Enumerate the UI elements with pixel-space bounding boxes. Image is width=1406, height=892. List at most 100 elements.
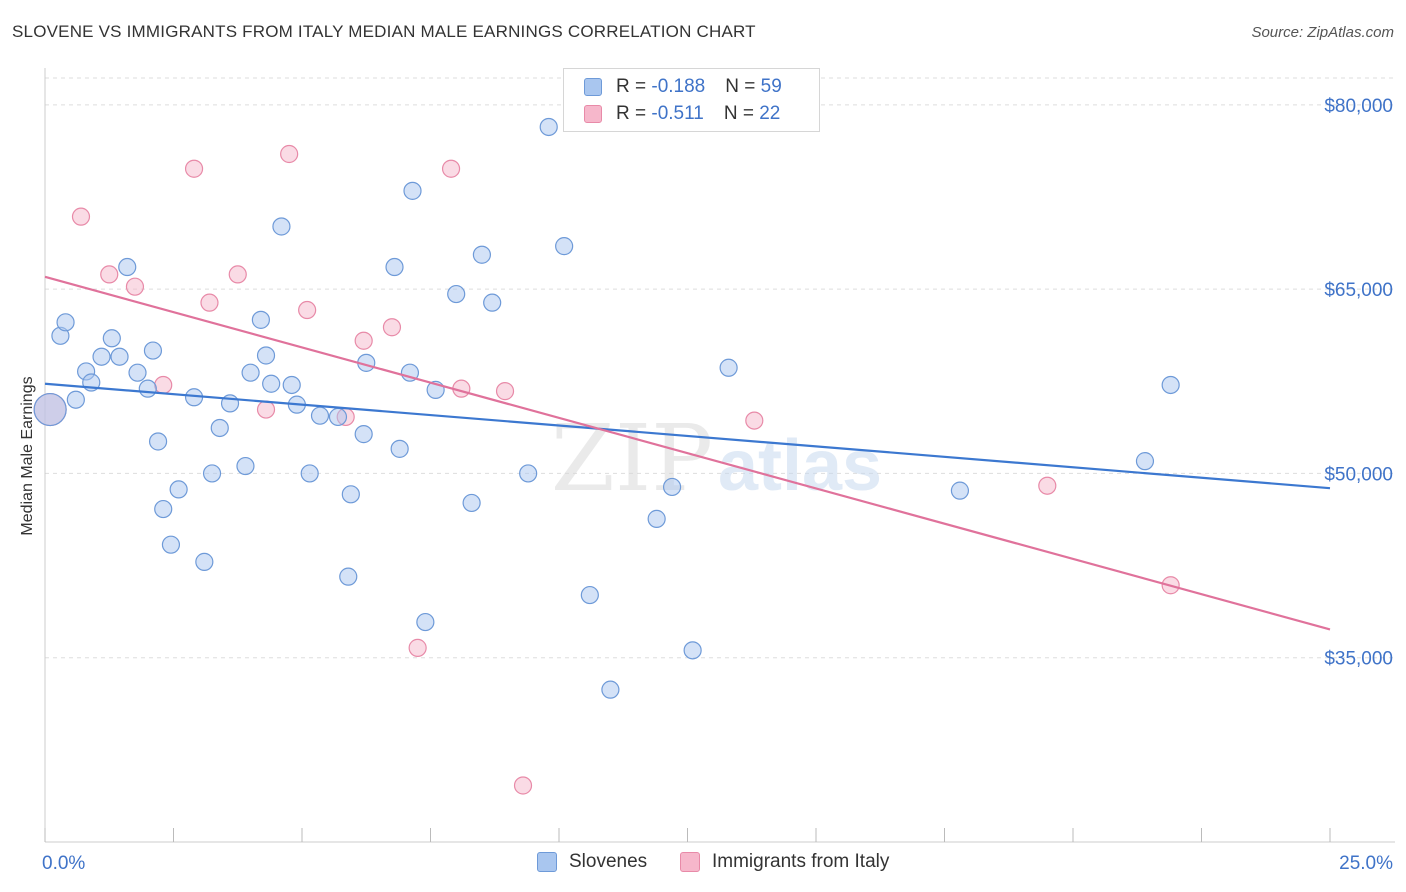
italy-point xyxy=(200,293,219,312)
slovenes-point xyxy=(339,567,358,586)
slovenes-point xyxy=(154,499,173,519)
italy-swatch xyxy=(584,105,602,123)
slovenes-point xyxy=(390,439,409,458)
x-tick-label: 0.0% xyxy=(42,853,85,874)
slovenes-point xyxy=(385,257,404,277)
italy-legend-label: Immigrants from Italy xyxy=(712,851,890,872)
italy-point xyxy=(100,265,119,284)
italy-point xyxy=(382,318,402,337)
italy-point xyxy=(228,265,247,284)
slovenes-point xyxy=(341,485,360,504)
chart-title: SLOVENE VS IMMIGRANTS FROM ITALY MEDIAN … xyxy=(12,22,756,41)
italy-point xyxy=(745,411,764,430)
slovenes-legend-swatch xyxy=(537,852,557,872)
slovenes-point xyxy=(462,493,481,513)
slovenes-point xyxy=(580,585,599,605)
r-label: R = xyxy=(616,76,652,97)
r-label: R = xyxy=(616,103,652,124)
n-label: N = xyxy=(725,76,761,97)
slovenes-point xyxy=(483,293,502,312)
slovenes-point xyxy=(66,390,85,409)
italy-point xyxy=(71,207,91,226)
axes xyxy=(44,68,1395,843)
legend-row-italy: R = -0.511 N = 22 xyxy=(584,101,780,127)
slovenes-point xyxy=(403,181,422,200)
italy-point xyxy=(154,375,173,395)
slovenes-point xyxy=(33,392,67,427)
slovenes-point xyxy=(241,363,260,382)
x-tick-label: 25.0% xyxy=(1339,853,1393,874)
slovenes-point xyxy=(555,237,574,256)
slovenes-point xyxy=(950,481,970,500)
slovenes-point xyxy=(195,552,214,571)
slovenes-point xyxy=(601,680,620,699)
data-points xyxy=(33,117,1180,795)
italy-point xyxy=(513,776,533,795)
italy-point xyxy=(256,400,276,419)
italy-legend-swatch xyxy=(680,852,700,872)
source-credit: Source: ZipAtlas.com xyxy=(1251,24,1394,41)
italy-point xyxy=(441,159,461,178)
slovenes-point xyxy=(148,432,168,451)
watermark-atlas: atlas xyxy=(718,426,882,506)
r-value: -0.511 xyxy=(651,103,704,124)
tick-labels: $35,000 $50,000 $65,000 $80,000 0.0% 25.0% xyxy=(42,96,1393,874)
trend-lines xyxy=(44,275,1331,631)
slovenes-point xyxy=(202,464,222,483)
slovenes-point xyxy=(128,363,147,382)
slovenes-point xyxy=(282,375,301,395)
italy-trend-line xyxy=(44,275,1331,631)
slovenes-point xyxy=(272,217,291,236)
italy-point xyxy=(1038,476,1057,495)
n-value: 59 xyxy=(760,76,782,97)
n-label: N = xyxy=(723,103,760,124)
legend-item-italy[interactable]: Immigrants from Italy xyxy=(680,851,889,873)
legend-row-slovenes: R = -0.188 N = 59 xyxy=(584,74,782,100)
italy-point xyxy=(280,144,299,164)
slovenes-point xyxy=(719,358,738,377)
y-tick-label: $50,000 xyxy=(1324,464,1393,485)
slovenes-point xyxy=(256,346,276,365)
slovenes-point xyxy=(328,407,348,427)
slovenes-point xyxy=(262,374,281,393)
slovenes-point xyxy=(161,535,181,554)
slovenes-point xyxy=(92,347,111,366)
watermark: ZIP atlas xyxy=(551,405,882,512)
slovenes-point xyxy=(447,284,466,304)
r-value: -0.188 xyxy=(651,76,706,97)
slovenes-point xyxy=(310,406,330,425)
italy-point xyxy=(184,159,204,178)
italy-point xyxy=(125,277,145,296)
slovenes-point xyxy=(539,117,558,137)
slovenes-legend-label: Slovenes xyxy=(569,851,648,872)
slovenes-point xyxy=(118,257,137,277)
slovenes-point xyxy=(1135,452,1155,471)
y-tick-label: $65,000 xyxy=(1324,280,1393,301)
slovenes-point xyxy=(138,379,157,398)
n-value: 22 xyxy=(759,103,781,124)
slovenes-swatch xyxy=(584,78,602,96)
correlation-legend: R = -0.188 N = 59 R = -0.511 N = 22 xyxy=(563,68,820,132)
slovenes-point xyxy=(647,509,666,528)
italy-point xyxy=(408,638,427,657)
slovenes-point xyxy=(143,341,163,360)
slovenes-point xyxy=(354,425,373,444)
slovenes-point xyxy=(662,477,682,497)
slovenes-point xyxy=(102,329,121,348)
italy-point xyxy=(495,382,515,401)
slovenes-point xyxy=(110,347,129,366)
y-tick-label: $80,000 xyxy=(1324,96,1393,117)
legend-item-slovenes[interactable]: Slovenes xyxy=(537,851,647,873)
slovenes-point xyxy=(1161,375,1180,395)
slovenes-point xyxy=(210,418,229,438)
y-tick-label: $35,000 xyxy=(1324,649,1393,670)
slovenes-point xyxy=(56,313,75,332)
slovenes-point xyxy=(472,245,491,264)
slovenes-point xyxy=(683,641,702,660)
series-legend: Slovenes Immigrants from Italy xyxy=(0,851,1406,877)
slovenes-point xyxy=(300,464,319,483)
italy-point xyxy=(298,300,317,320)
italy-point xyxy=(354,331,373,350)
slovenes-trend-line xyxy=(44,382,1331,490)
